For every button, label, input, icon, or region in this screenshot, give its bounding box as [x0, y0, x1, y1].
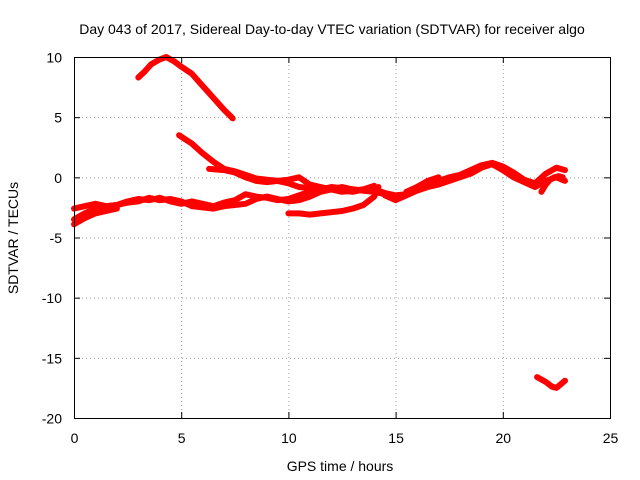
x-axis-label: GPS time / hours [287, 458, 394, 474]
series-arc-12 [534, 374, 568, 391]
series-arc-7 [285, 184, 382, 218]
data-series [71, 54, 568, 391]
tick-marks [74, 57, 611, 419]
series-arc-4 [135, 54, 236, 122]
y-tick-label: -15 [42, 350, 62, 366]
y-tick-label: -10 [42, 290, 62, 306]
chart-title: Day 043 of 2017, Sidereal Day-to-day VTE… [79, 21, 585, 37]
series-arc-6 [206, 165, 378, 195]
series-arc-9 [381, 161, 568, 204]
x-tick-label: 15 [388, 430, 404, 446]
x-tick-label: 20 [496, 430, 512, 446]
grid-lines [74, 57, 610, 418]
y-tick-label: 0 [54, 170, 62, 186]
x-tick-label: 5 [178, 430, 186, 446]
series-arc-3 [71, 205, 120, 228]
series-arc-8 [371, 159, 568, 199]
y-axis-label: SDTVAR / TECUs [5, 182, 21, 294]
x-tick-label: 25 [603, 430, 619, 446]
y-tick-label: -20 [42, 411, 62, 427]
series-arc-11 [538, 173, 566, 195]
series-arc-10 [403, 174, 442, 195]
tick-labels: 0 5 10 15 20 25 -20 -15 -10 -5 0 5 10 [42, 50, 619, 447]
x-tick-label: 10 [281, 430, 297, 446]
y-tick-label: -5 [50, 230, 63, 246]
x-tick-label: 0 [71, 430, 79, 446]
y-tick-label: 5 [54, 110, 62, 126]
y-tick-label: 10 [46, 50, 62, 66]
